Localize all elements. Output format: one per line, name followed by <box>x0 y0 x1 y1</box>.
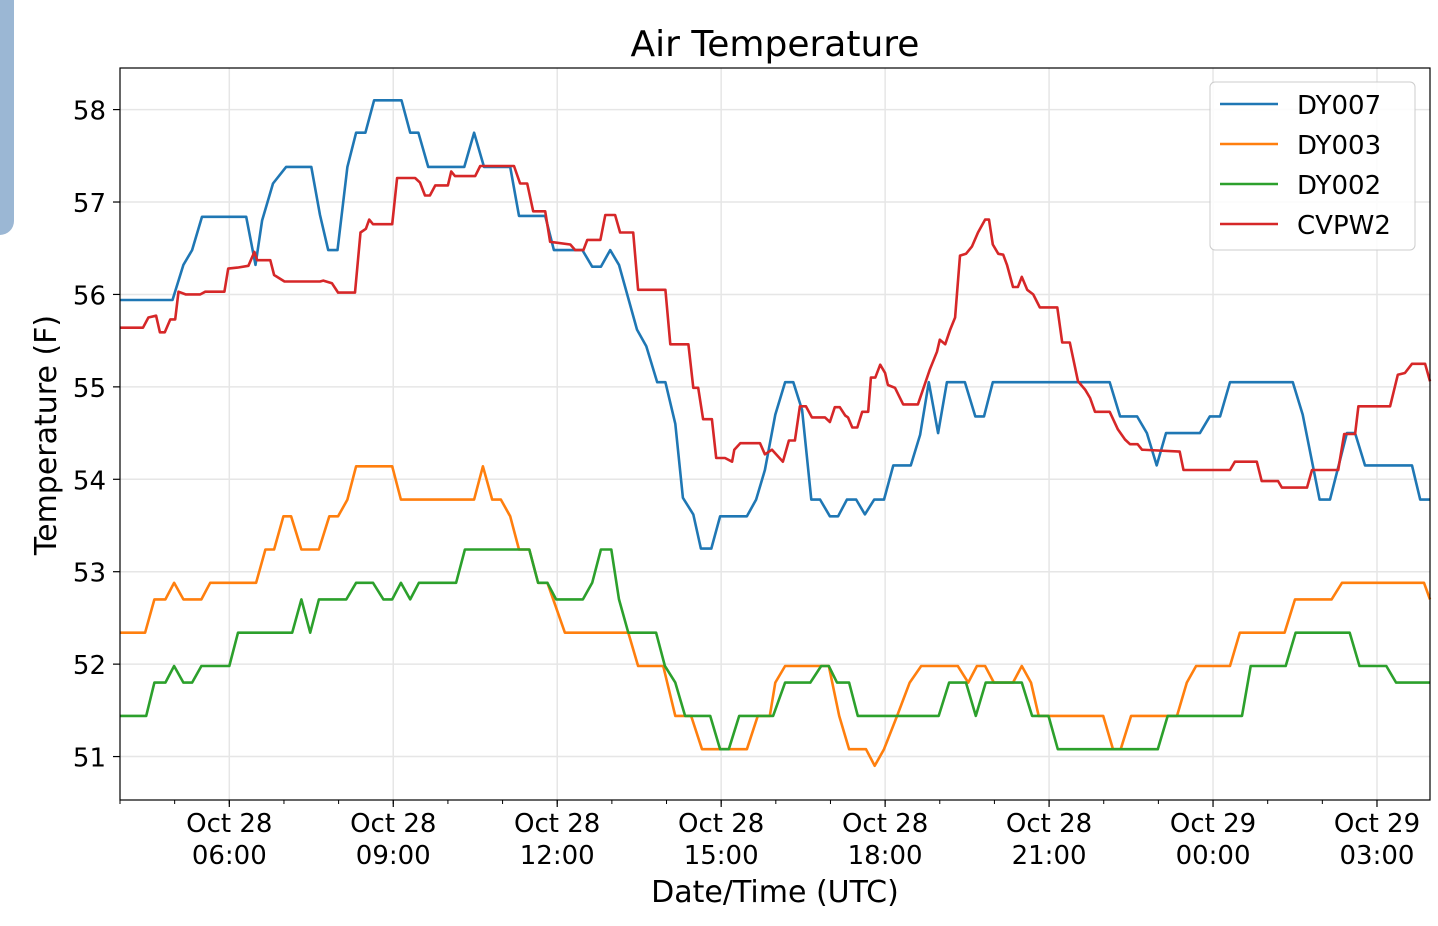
x-tick-time-label: 12:00 <box>520 841 595 871</box>
y-tick-label: 54 <box>73 466 106 496</box>
x-tick-time-label: 18:00 <box>848 841 923 871</box>
y-axis: 51 52 53 54 55 56 57 58 <box>73 97 120 774</box>
x-tick-date-label: Oct 28 <box>514 809 600 839</box>
y-tick-label: 56 <box>73 281 106 311</box>
grid-lines <box>120 68 1430 800</box>
legend-label: DY002 <box>1297 171 1381 201</box>
x-tick-date-label: Oct 28 <box>186 809 272 839</box>
legend-label: DY003 <box>1297 131 1381 161</box>
side-panel-tab <box>0 0 14 235</box>
y-axis-label: Temperature (F) <box>29 315 64 556</box>
x-tick-date-label: Oct 28 <box>350 809 436 839</box>
legend: DY007 DY003 DY002 CVPW2 <box>1209 81 1416 251</box>
y-tick-label: 58 <box>73 97 106 127</box>
x-tick-date-label: Oct 29 <box>1170 809 1256 839</box>
x-tick-date-label: Oct 28 <box>678 809 764 839</box>
y-tick-label: 57 <box>73 189 106 219</box>
x-axis-label: Date/Time (UTC) <box>651 875 899 910</box>
series-line-dy003 <box>120 465 1432 768</box>
x-tick-time-label: 15:00 <box>684 841 759 871</box>
legend-label: DY007 <box>1297 91 1381 121</box>
series-lines <box>120 99 1432 768</box>
x-tick-time-label: 03:00 <box>1340 841 1415 871</box>
chart-title: Air Temperature <box>631 24 920 65</box>
x-tick-date-label: Oct 29 <box>1334 809 1420 839</box>
x-tick-date-label: Oct 28 <box>1006 809 1092 839</box>
x-tick-time-label: 00:00 <box>1176 841 1251 871</box>
y-tick-label: 52 <box>73 651 106 681</box>
series-line-cvpw2 <box>120 164 1432 489</box>
y-tick-label: 55 <box>73 374 106 404</box>
x-tick-time-label: 09:00 <box>356 841 431 871</box>
x-tick-time-label: 06:00 <box>192 841 267 871</box>
x-tick-time-label: 21:00 <box>1012 841 1087 871</box>
plot-frame <box>119 67 1431 801</box>
y-tick-label: 53 <box>73 559 106 589</box>
series-line-dy002 <box>120 548 1430 751</box>
x-tick-date-label: Oct 28 <box>842 809 928 839</box>
legend-box <box>1209 81 1416 251</box>
y-tick-label: 51 <box>73 744 106 774</box>
series-line-dy007 <box>120 99 1430 550</box>
legend-label: CVPW2 <box>1297 211 1391 241</box>
